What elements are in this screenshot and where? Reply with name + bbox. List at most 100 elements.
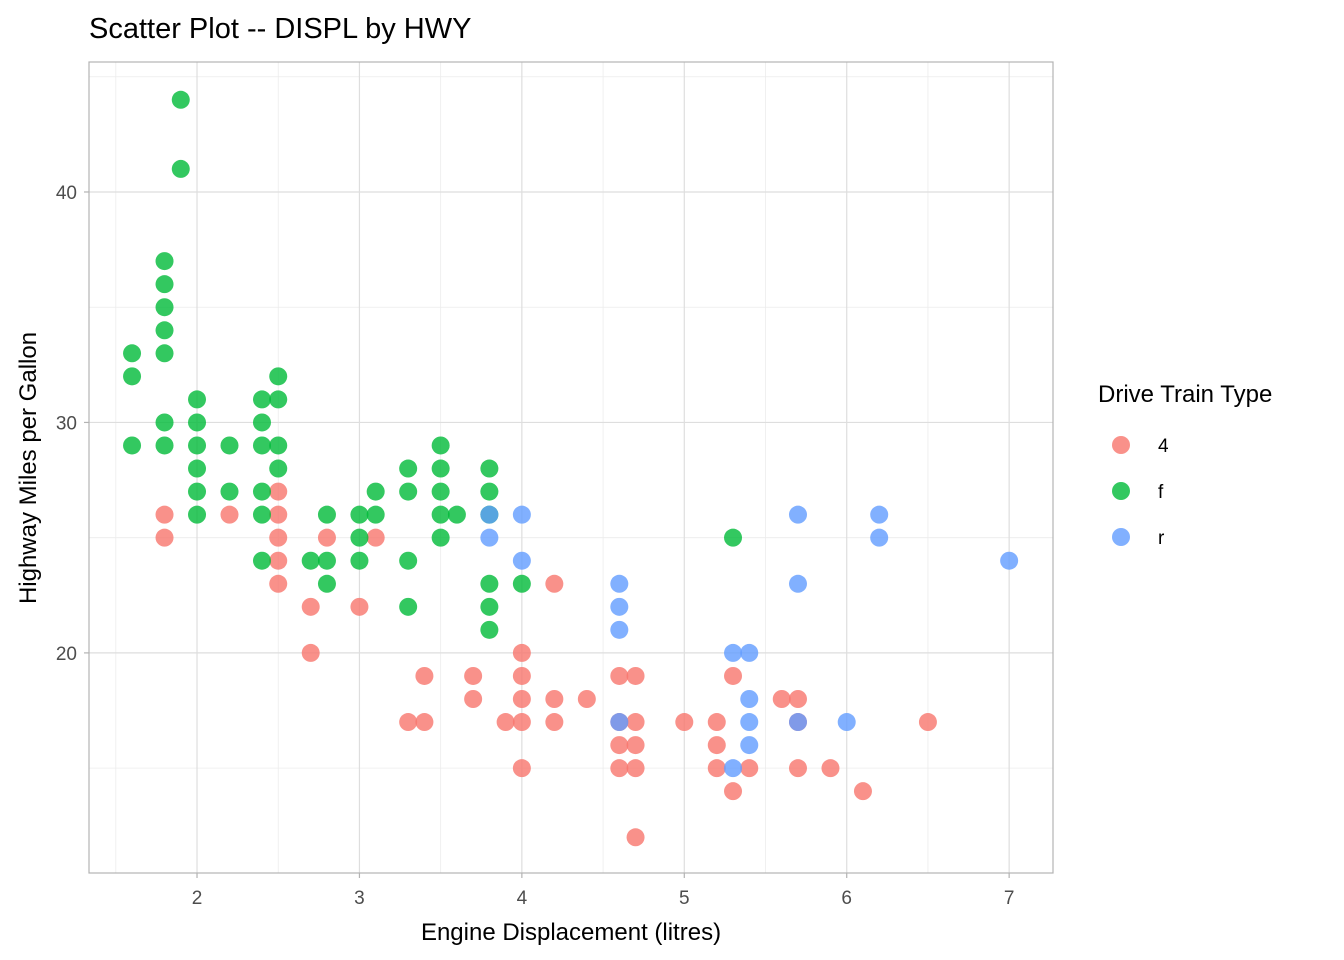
point-4 — [155, 528, 174, 547]
point-4 — [415, 713, 434, 732]
point-f — [431, 436, 450, 455]
legend: Drive Train Type 4 f r — [1098, 381, 1272, 549]
point-f — [220, 436, 239, 455]
point-f — [399, 597, 418, 616]
point-4 — [155, 505, 174, 524]
legend-key-r — [1112, 528, 1130, 546]
point-4 — [350, 597, 369, 616]
point-r — [870, 505, 889, 524]
point-4 — [772, 690, 791, 709]
point-f — [155, 436, 174, 455]
point-f — [480, 597, 499, 616]
point-f — [252, 413, 271, 432]
point-4 — [317, 528, 336, 547]
point-f — [350, 505, 369, 524]
point-f — [480, 574, 499, 593]
point-r — [740, 736, 759, 755]
x-tick-label: 7 — [1004, 888, 1015, 909]
point-4 — [626, 713, 645, 732]
y-tick-label: 20 — [56, 644, 77, 665]
point-4 — [626, 736, 645, 755]
point-4 — [269, 482, 288, 501]
point-f — [155, 275, 174, 294]
point-4 — [610, 759, 629, 778]
point-4 — [220, 505, 239, 524]
point-f — [171, 90, 190, 109]
point-f — [301, 551, 320, 570]
x-tick-label: 6 — [841, 888, 852, 909]
point-r — [788, 713, 807, 732]
point-f — [188, 436, 207, 455]
point-r — [610, 574, 629, 593]
y-tick-label: 30 — [56, 413, 77, 434]
point-f — [123, 436, 142, 455]
panel-border — [88, 61, 1054, 874]
point-r — [512, 551, 531, 570]
point-4 — [610, 666, 629, 685]
point-f — [252, 390, 271, 409]
point-f — [252, 436, 271, 455]
point-4 — [626, 828, 645, 847]
point-4 — [724, 782, 743, 801]
point-r — [610, 620, 629, 639]
point-f — [399, 459, 418, 478]
point-4 — [740, 759, 759, 778]
point-f — [350, 551, 369, 570]
point-f — [512, 574, 531, 593]
point-4 — [545, 574, 564, 593]
point-r — [1000, 551, 1019, 570]
point-4 — [626, 759, 645, 778]
point-4 — [707, 759, 726, 778]
point-f — [317, 551, 336, 570]
point-4 — [577, 690, 596, 709]
axis-ticks: 2 3 4 5 6 7 20 30 40 — [56, 183, 1015, 909]
point-4 — [788, 759, 807, 778]
point-4 — [512, 690, 531, 709]
point-4 — [724, 666, 743, 685]
point-4 — [545, 713, 564, 732]
point-4 — [545, 690, 564, 709]
point-f — [269, 459, 288, 478]
point-f — [480, 620, 499, 639]
grid — [89, 62, 1053, 873]
x-tick-label: 3 — [354, 888, 365, 909]
point-f — [480, 482, 499, 501]
point-r — [724, 759, 743, 778]
point-4 — [512, 713, 531, 732]
point-f — [366, 482, 385, 501]
point-f — [269, 390, 288, 409]
legend-label-r: r — [1158, 528, 1165, 549]
point-f — [188, 390, 207, 409]
legend-key-f — [1112, 482, 1130, 500]
x-axis-label: Engine Displacement (litres) — [421, 919, 721, 946]
point-4 — [821, 759, 840, 778]
point-f — [366, 505, 385, 524]
point-f — [188, 459, 207, 478]
point-r — [870, 528, 889, 547]
point-f — [171, 159, 190, 178]
point-f — [447, 505, 466, 524]
point-4 — [269, 574, 288, 593]
point-r — [788, 505, 807, 524]
point-4 — [464, 690, 483, 709]
point-f — [317, 505, 336, 524]
point-r — [788, 574, 807, 593]
points — [123, 90, 1019, 847]
point-r — [480, 528, 499, 547]
point-r — [610, 597, 629, 616]
point-4 — [269, 528, 288, 547]
point-4 — [707, 713, 726, 732]
point-4 — [918, 713, 937, 732]
point-r — [837, 713, 856, 732]
point-f — [155, 252, 174, 271]
point-f — [155, 321, 174, 340]
point-f — [431, 528, 450, 547]
point-r — [740, 690, 759, 709]
point-4 — [675, 713, 694, 732]
point-r — [724, 643, 743, 662]
x-tick-label: 4 — [517, 888, 528, 909]
point-4 — [399, 713, 418, 732]
legend-key-4 — [1112, 436, 1130, 454]
point-f — [269, 367, 288, 386]
x-tick-label: 2 — [192, 888, 203, 909]
